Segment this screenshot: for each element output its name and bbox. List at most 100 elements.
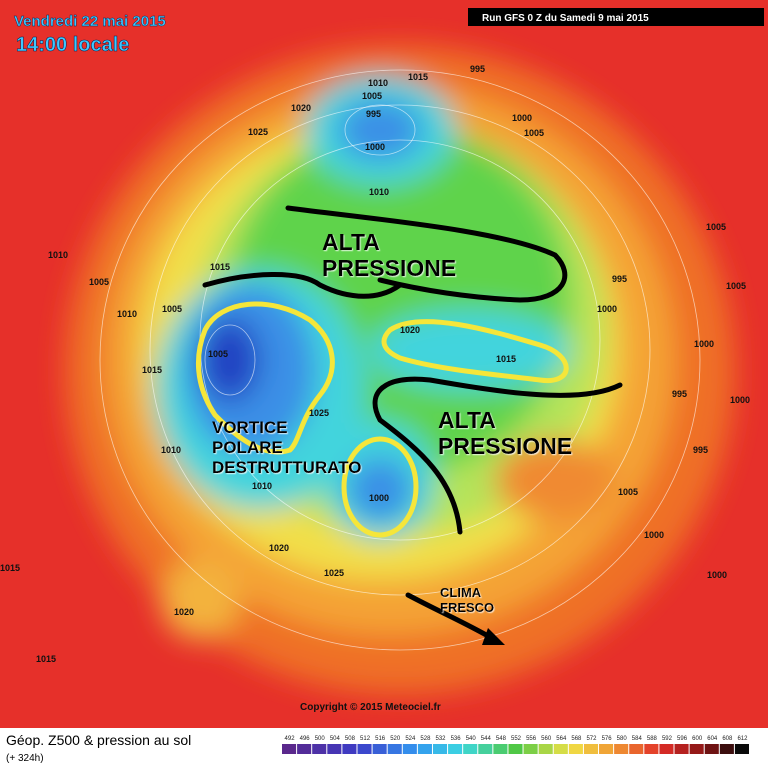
isobar-label: 1005 xyxy=(726,281,746,291)
scale-label: 504 xyxy=(330,736,341,742)
scale-swatch xyxy=(659,744,674,754)
run: Run GFS 0 Z du Samedi 9 mai 2015 xyxy=(482,13,649,24)
isobar-label: 1000 xyxy=(512,113,532,123)
scale-label: 516 xyxy=(375,736,386,742)
scale-label: 532 xyxy=(436,736,447,742)
isobar-labels: 1010 1005 995 1000 1020 1025 1015 995 1000 1005 10… xyxy=(0,64,750,664)
scale-swatch xyxy=(629,744,644,754)
isobar-label: 1005 xyxy=(362,91,382,101)
isobar-label: 1005 xyxy=(706,222,726,232)
field xyxy=(0,0,768,728)
annotation: ALTA xyxy=(322,229,380,255)
scale-label: 572 xyxy=(586,736,597,742)
scale-label: 612 xyxy=(737,736,748,742)
annotation: DESTRUTTURATO xyxy=(212,458,362,477)
scale-swatch xyxy=(478,744,493,754)
scale-swatch xyxy=(372,744,387,754)
isobar-label: 1015 xyxy=(36,654,56,664)
annotations: ALTAPRESSIONEALTAPRESSIONEVORTICEPOLARED… xyxy=(212,229,572,615)
footer-title: Géop. Z500 & pression au sol xyxy=(6,732,191,748)
isobar-label: 1020 xyxy=(269,543,289,553)
scale-label: 596 xyxy=(677,736,688,742)
annotation: PRESSIONE xyxy=(438,433,572,459)
scale-swatch xyxy=(719,744,734,754)
annotation: CLIMA xyxy=(440,585,482,600)
scale-label: 540 xyxy=(466,736,477,742)
date: Vendredi 22 mai 2015 xyxy=(14,13,166,30)
scale-label: 560 xyxy=(541,736,552,742)
scale-swatch xyxy=(357,744,372,754)
scale-label: 604 xyxy=(707,736,718,742)
isobar-label: 1000 xyxy=(597,304,617,314)
isobar-label: 1010 xyxy=(117,309,137,319)
copyright: Copyright © 2015 Meteociel.fr xyxy=(300,702,441,713)
isobar-label: 1015 xyxy=(408,72,428,82)
scale-label: 580 xyxy=(617,736,628,742)
scale-label: 568 xyxy=(571,736,582,742)
scale-swatch xyxy=(644,744,659,754)
scale-label: 564 xyxy=(556,736,567,742)
scale-label: 600 xyxy=(692,736,703,742)
scale-label: 584 xyxy=(632,736,643,742)
isobar-label: 1015 xyxy=(0,563,20,573)
isobar-label: 1000 xyxy=(694,339,714,349)
scale-swatch xyxy=(417,744,432,754)
isobar-label: 995 xyxy=(470,64,485,74)
time: 14:00 locale xyxy=(16,34,129,56)
annotation: POLARE xyxy=(212,438,283,457)
color-scale: 492 496 500 504 508 512 516 520 524 528 532 536 540 5… xyxy=(282,736,749,754)
isobar-label: 1020 xyxy=(291,103,311,113)
isobar-label: 995 xyxy=(672,389,687,399)
scale-swatch xyxy=(523,744,538,754)
scale-swatch xyxy=(508,744,523,754)
isobar-label: 1010 xyxy=(368,78,388,88)
isobar-label: 1005 xyxy=(618,487,638,497)
isobar-label: 1020 xyxy=(400,325,420,335)
scale-swatch xyxy=(583,744,599,754)
scale-label: 544 xyxy=(481,736,492,742)
scale-label: 496 xyxy=(300,736,311,742)
scale-swatch xyxy=(312,744,327,754)
scale-label: 528 xyxy=(420,736,431,742)
isobar-label: 1010 xyxy=(48,250,68,260)
scale-label: 536 xyxy=(451,736,462,742)
isobar-label: 1015 xyxy=(142,365,162,375)
scale-swatch xyxy=(448,744,463,754)
scale-swatch xyxy=(599,744,614,754)
isobar-label: 1005 xyxy=(524,128,544,138)
scale-swatch xyxy=(282,744,297,754)
scale-label: 500 xyxy=(315,736,326,742)
scale-label: 524 xyxy=(405,736,416,742)
isobar-label: 1015 xyxy=(496,354,516,364)
annotation: VORTICE xyxy=(212,418,288,437)
annotation: ALTA xyxy=(438,407,496,433)
scale-swatch xyxy=(553,744,568,754)
scale-swatch xyxy=(493,744,508,754)
scale-swatch xyxy=(387,744,402,754)
isobar-label: 1025 xyxy=(324,568,344,578)
isobar-label: 1005 xyxy=(162,304,182,314)
scale-label: 508 xyxy=(345,736,356,742)
isobar-label: 1000 xyxy=(365,142,385,152)
scale-label: 512 xyxy=(360,736,371,742)
isobar-label: 1025 xyxy=(309,408,329,418)
scale-label: 548 xyxy=(496,736,507,742)
scale-swatch xyxy=(538,744,553,754)
scale-label: 492 xyxy=(285,736,296,742)
isobar-label: 1005 xyxy=(208,349,228,359)
scale-swatch xyxy=(568,744,583,754)
isobar-label: 1025 xyxy=(248,127,268,137)
scale-label: 552 xyxy=(511,736,522,742)
isobar-label: 1000 xyxy=(707,570,727,580)
scale-label: 576 xyxy=(602,736,613,742)
isobar-label: 1005 xyxy=(89,277,109,287)
isobar-label: 1010 xyxy=(161,445,181,455)
scale-swatch xyxy=(614,744,629,754)
scale-label: 608 xyxy=(722,736,733,742)
isobar-label: 1000 xyxy=(369,493,389,503)
isobar-label: 1000 xyxy=(644,530,664,540)
annotation: FRESCO xyxy=(440,600,494,615)
isobar-label: 995 xyxy=(693,445,708,455)
scale-label: 556 xyxy=(526,736,537,742)
